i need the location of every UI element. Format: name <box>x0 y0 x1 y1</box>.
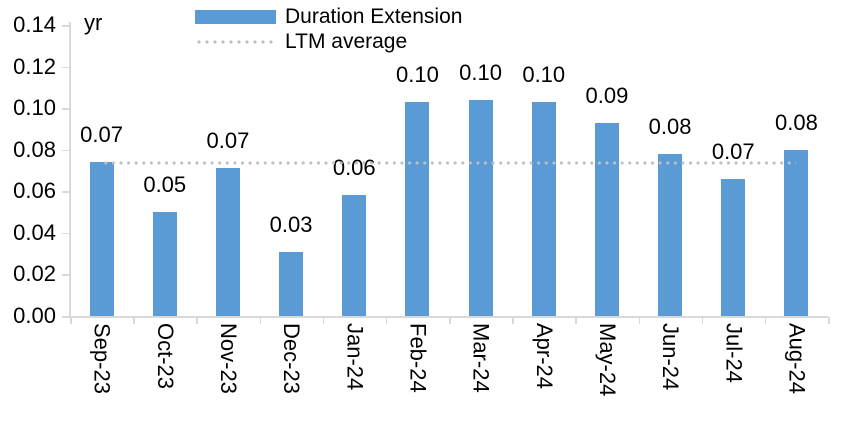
x-axis-tick <box>196 317 198 324</box>
y-axis-tick <box>62 66 70 69</box>
legend-bar-swatch-icon <box>195 9 276 24</box>
x-axis-label-jul-24: Jul-24 <box>721 323 747 383</box>
y-axis-tick <box>62 149 70 152</box>
bar-value-label-dec-23: 0.03 <box>269 211 313 237</box>
y-axis-label: 0.10 <box>13 95 56 121</box>
x-axis-label-oct-23: Oct-23 <box>152 323 178 390</box>
bar-value-label-nov-23: 0.07 <box>206 128 250 154</box>
legend-dotted-line-swatch-icon <box>195 39 276 44</box>
y-axis-label: 0.02 <box>13 261 56 287</box>
y-axis-label: 0.08 <box>13 136 56 162</box>
bar-mar-24 <box>468 99 493 316</box>
legend-label-ltm-average: LTM average <box>285 29 408 53</box>
bar-dec-23 <box>279 251 304 316</box>
bar-jul-24 <box>721 178 746 316</box>
x-axis-tick <box>512 317 514 324</box>
y-axis-tick <box>62 316 70 318</box>
bar-value-label-apr-24: 0.10 <box>522 61 566 87</box>
x-axis-label-mar-24: Mar-24 <box>468 323 494 393</box>
y-axis-tick <box>62 274 70 276</box>
y-axis-line <box>69 22 71 318</box>
x-axis-tick <box>449 317 451 324</box>
x-axis-label-jun-24: Jun-24 <box>658 323 684 391</box>
y-axis-tick <box>62 108 70 110</box>
x-axis-tick <box>385 317 388 324</box>
x-axis-tick <box>575 317 577 324</box>
chart-legend: Duration Extension LTM average <box>195 5 462 53</box>
x-axis-label-feb-24: Feb-24 <box>405 323 431 393</box>
bar-value-label-jul-24: 0.07 <box>711 138 755 164</box>
x-axis-label-aug-24: Aug-24 <box>784 323 810 394</box>
x-axis-line <box>70 316 828 318</box>
x-axis-tick <box>764 317 767 324</box>
x-axis-label-may-24: May-24 <box>594 323 620 397</box>
bar-aug-24 <box>784 149 809 316</box>
bar-may-24 <box>594 122 619 316</box>
y-axis-unit-label: yr <box>84 10 103 35</box>
bar-value-label-sep-23: 0.07 <box>80 122 123 148</box>
legend-item-duration-extension: Duration Extension <box>195 5 462 28</box>
bar-value-label-jan-24: 0.06 <box>332 155 376 181</box>
x-axis-label-nov-23: Nov-23 <box>215 323 241 394</box>
x-axis-tick <box>70 317 72 324</box>
x-axis-tick <box>828 317 830 324</box>
bar-jun-24 <box>658 153 683 316</box>
bar-value-label-jun-24: 0.08 <box>648 113 692 139</box>
y-axis-label: 0.12 <box>13 53 56 79</box>
x-axis-tick <box>322 317 325 324</box>
bar-feb-24 <box>405 101 430 316</box>
y-axis-tick <box>62 25 70 27</box>
x-axis-tick <box>701 317 704 324</box>
legend-label-duration-extension: Duration Extension <box>285 4 463 28</box>
bar-value-label-may-24: 0.09 <box>585 82 629 108</box>
x-axis-label-jan-24: Jan-24 <box>342 323 368 391</box>
y-axis-tick <box>62 232 70 235</box>
bar-value-label-mar-24: 0.10 <box>459 59 502 85</box>
x-axis-label-sep-23: Sep-23 <box>89 323 115 394</box>
y-axis-label: 0.00 <box>13 303 56 328</box>
bar-jan-24 <box>342 195 367 316</box>
y-axis-label: 0.04 <box>13 219 56 245</box>
y-axis-tick <box>62 191 70 193</box>
bar-value-label-feb-24: 0.10 <box>395 61 439 87</box>
x-axis-label-dec-23: Dec-23 <box>279 323 305 394</box>
bar-apr-24 <box>531 101 556 316</box>
x-axis-tick <box>133 317 135 324</box>
bar-value-label-aug-24: 0.08 <box>774 109 818 135</box>
bar-value-label-oct-23: 0.05 <box>143 172 187 198</box>
y-axis-label: 0.14 <box>13 12 56 37</box>
bar-oct-23 <box>152 212 177 316</box>
x-axis-label-apr-24: Apr-24 <box>531 323 557 390</box>
legend-item-ltm-average: LTM average <box>195 30 462 53</box>
ltm-average-line <box>101 161 797 166</box>
y-axis-label: 0.06 <box>13 178 56 204</box>
bar-nov-23 <box>215 168 240 316</box>
bar-sep-23 <box>89 162 114 316</box>
x-axis-tick <box>638 317 640 324</box>
x-axis-tick <box>259 317 261 324</box>
